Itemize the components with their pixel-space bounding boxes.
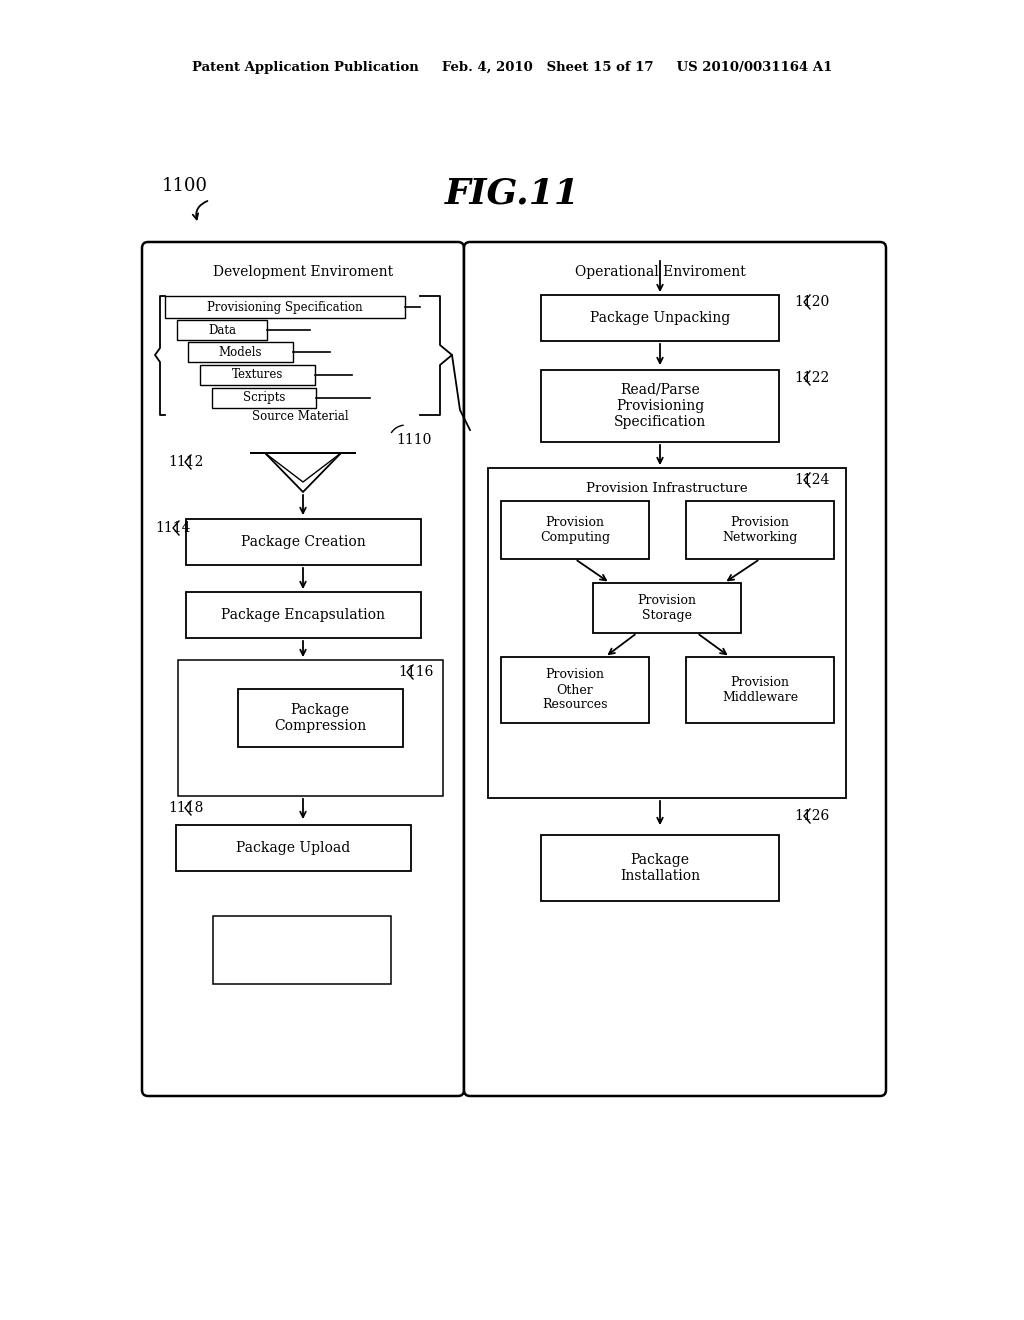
Bar <box>165 296 406 318</box>
Text: 1110: 1110 <box>396 433 431 447</box>
Text: Provisioning Specification: Provisioning Specification <box>207 301 362 314</box>
Text: 1122: 1122 <box>794 371 829 385</box>
Text: Provision
Middleware: Provision Middleware <box>722 676 798 704</box>
FancyBboxPatch shape <box>464 242 886 1096</box>
Text: Provision
Networking: Provision Networking <box>722 516 798 544</box>
Text: 1116: 1116 <box>398 665 433 678</box>
Text: Patent Application Publication     Feb. 4, 2010   Sheet 15 of 17     US 2010/003: Patent Application Publication Feb. 4, 2… <box>191 62 833 74</box>
Text: 1100: 1100 <box>162 177 208 195</box>
Bar <box>501 657 649 723</box>
Bar <box>200 366 315 385</box>
Text: Package
Installation: Package Installation <box>620 853 700 883</box>
Text: Scripts: Scripts <box>243 392 286 404</box>
Text: Package
Compression: Package Compression <box>273 702 367 733</box>
Text: 1126: 1126 <box>794 809 829 822</box>
Bar <box>593 583 741 634</box>
Bar <box>175 825 411 871</box>
Text: Provision
Computing: Provision Computing <box>540 516 610 544</box>
Text: Provision Infrastructure: Provision Infrastructure <box>586 482 748 495</box>
Text: 1112: 1112 <box>168 455 204 469</box>
Text: Read/Parse
Provisioning
Specification: Read/Parse Provisioning Specification <box>613 383 707 429</box>
Bar <box>541 370 779 442</box>
Polygon shape <box>251 453 355 492</box>
Bar <box>238 689 402 747</box>
Text: Source Material: Source Material <box>252 409 348 422</box>
Text: Provision
Storage: Provision Storage <box>638 594 696 622</box>
Polygon shape <box>265 453 341 482</box>
Text: 1114: 1114 <box>155 521 190 535</box>
Bar <box>686 502 834 558</box>
Bar <box>501 502 649 558</box>
Bar <box>185 591 421 638</box>
Text: Package Unpacking: Package Unpacking <box>590 312 730 325</box>
Bar <box>686 657 834 723</box>
Bar <box>188 342 293 362</box>
Bar <box>541 836 779 902</box>
Text: Package Creation: Package Creation <box>241 535 366 549</box>
Text: Operational Enviroment: Operational Enviroment <box>574 265 745 279</box>
Text: 1120: 1120 <box>794 294 829 309</box>
Text: Package Encapsulation: Package Encapsulation <box>221 609 385 622</box>
FancyBboxPatch shape <box>142 242 464 1096</box>
Text: Textures: Textures <box>231 368 284 381</box>
Bar <box>178 660 443 796</box>
Text: Data: Data <box>208 323 236 337</box>
Bar <box>177 319 267 341</box>
Text: Development Enviroment: Development Enviroment <box>213 265 393 279</box>
Text: Package Upload: Package Upload <box>236 841 350 855</box>
Text: 1118: 1118 <box>168 801 204 814</box>
Bar <box>213 916 391 983</box>
Text: Provision
Other
Resources: Provision Other Resources <box>543 668 608 711</box>
Bar <box>185 519 421 565</box>
Bar <box>212 388 316 408</box>
Text: 1124: 1124 <box>794 473 829 487</box>
Bar <box>488 469 846 799</box>
Text: FIG.11: FIG.11 <box>444 176 580 210</box>
Bar <box>541 294 779 341</box>
Text: Models: Models <box>219 346 262 359</box>
